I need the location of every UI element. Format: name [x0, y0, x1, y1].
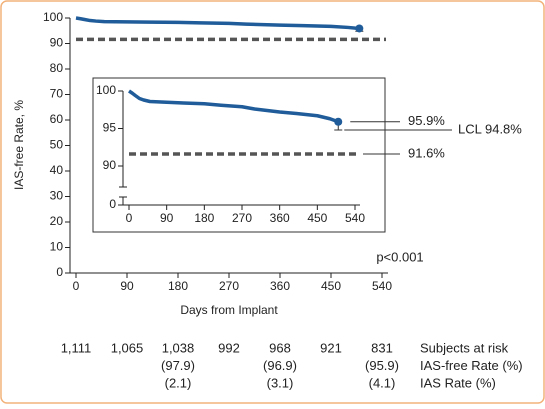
- y-tick-label: 60: [50, 112, 64, 126]
- end-point: [355, 24, 364, 33]
- risk-cell: (95.9): [365, 358, 399, 373]
- risk-cell: (4.1): [369, 375, 396, 390]
- y-tick-label: 90: [50, 36, 64, 50]
- x-axis-title: Days from Implant: [180, 303, 278, 317]
- x-tick-label: 450: [307, 211, 327, 225]
- x-tick-label: 540: [345, 211, 365, 225]
- x-tick-label: 270: [232, 211, 252, 225]
- y-tick-label: 80: [50, 61, 64, 75]
- x-tick-label: 180: [168, 279, 188, 293]
- reference-label: 91.6%: [408, 145, 445, 160]
- risk-row-label: Subjects at risk: [420, 340, 509, 355]
- risk-cell: 1,111: [61, 340, 92, 355]
- end-point: [334, 117, 343, 126]
- y-tick-label: 0: [109, 197, 116, 211]
- p-value: p<0.001: [376, 249, 423, 264]
- risk-cell: 992: [218, 340, 240, 355]
- risk-cell: 1,065: [111, 340, 144, 355]
- x-tick-label: 90: [120, 279, 134, 293]
- risk-cell: 968: [269, 340, 291, 355]
- x-tick-label: 360: [270, 279, 290, 293]
- lcl-label: LCL 94.8%: [458, 121, 522, 136]
- risk-cell: (96.9): [263, 358, 297, 373]
- y-tick-label: 0: [56, 265, 63, 279]
- y-tick-label: 30: [50, 189, 64, 203]
- x-tick-label: 540: [372, 279, 392, 293]
- y-tick-label: 95: [103, 121, 117, 135]
- risk-row-label: IAS Rate (%): [420, 375, 496, 390]
- survival-line: [128, 89, 339, 124]
- risk-cell: 831: [371, 340, 393, 355]
- x-tick-label: 180: [194, 211, 214, 225]
- y-tick-label: 40: [50, 163, 64, 177]
- value-label: 95.9%: [408, 113, 445, 128]
- y-tick-label: 90: [103, 158, 117, 172]
- x-tick-label: 0: [126, 211, 133, 225]
- y-tick-label: 100: [96, 83, 116, 97]
- y-tick-label: 10: [50, 240, 64, 254]
- y-tick-label: 100: [43, 10, 63, 24]
- risk-cell: (3.1): [267, 375, 294, 390]
- survival-line: [75, 16, 360, 31]
- risk-cell: (97.9): [161, 358, 195, 373]
- x-tick-label: 450: [321, 279, 341, 293]
- y-tick-label: 70: [50, 87, 64, 101]
- y-axis-title: IAS-free Rate, %: [12, 100, 26, 190]
- x-tick-label: 270: [219, 279, 239, 293]
- x-tick-label: 90: [160, 211, 174, 225]
- risk-row-label: IAS-free Rate (%): [420, 358, 523, 373]
- risk-cell: (2.1): [165, 375, 192, 390]
- y-tick-label: 50: [50, 138, 64, 152]
- risk-cell: 1,038: [162, 340, 195, 355]
- risk-cell: 921: [320, 340, 342, 355]
- x-tick-label: 0: [73, 279, 80, 293]
- y-tick-label: 20: [50, 214, 64, 228]
- x-tick-label: 360: [270, 211, 290, 225]
